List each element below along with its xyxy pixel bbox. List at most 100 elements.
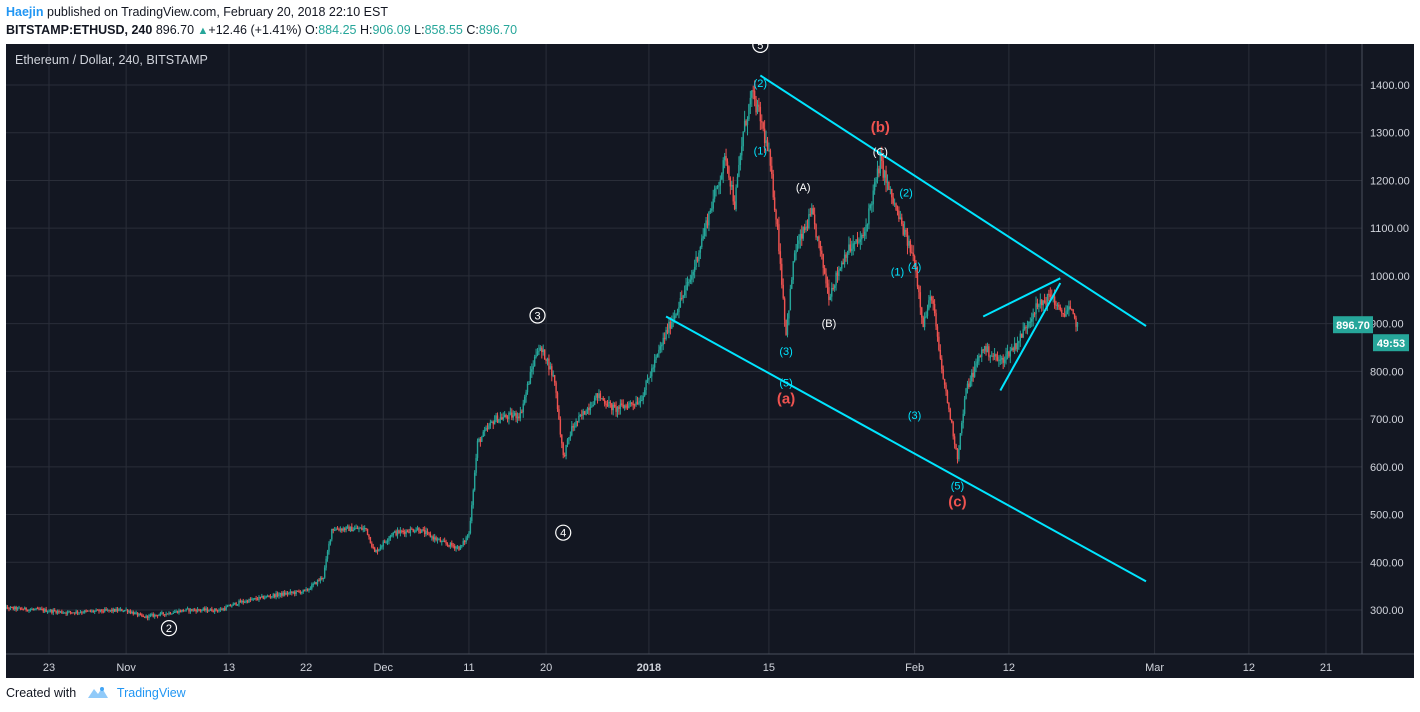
candle-body	[572, 426, 574, 428]
candle-body	[659, 346, 662, 350]
candle-body	[432, 536, 434, 540]
published-text: published on TradingView.com, February 2…	[47, 5, 388, 19]
candle-body	[962, 413, 964, 423]
candle-body	[128, 611, 130, 613]
close-value: 896.70	[478, 23, 518, 37]
candle-body	[348, 526, 350, 531]
candle-body	[825, 273, 827, 284]
candle-body	[322, 577, 324, 579]
candle-body	[1008, 351, 1010, 357]
candle-body	[858, 241, 860, 243]
y-tick-label: 1100.00	[1370, 223, 1409, 235]
candle-body	[351, 526, 353, 532]
candle-body	[289, 591, 292, 593]
candle-body	[576, 421, 579, 423]
trendline-upper-channel[interactable]	[759, 74, 1147, 327]
candle-body	[892, 197, 894, 204]
candle-body	[89, 610, 92, 612]
candle-body	[262, 595, 264, 599]
candle-body	[705, 220, 707, 228]
candle-body	[145, 615, 147, 618]
candle-body	[169, 612, 172, 615]
candle-body	[366, 528, 369, 535]
candle-body	[398, 530, 400, 534]
candle-body	[1026, 326, 1029, 328]
candle-body	[175, 610, 177, 612]
candle-body	[114, 608, 116, 612]
candle-body	[209, 608, 212, 611]
candle-body	[132, 611, 134, 615]
candle-body	[403, 531, 406, 534]
candle-body	[406, 530, 409, 532]
candle-body	[771, 165, 773, 175]
candle-body	[71, 612, 73, 614]
candle-body	[6, 606, 7, 609]
trendline-lower-channel[interactable]	[665, 315, 1147, 583]
author-link[interactable]: Haejin	[6, 5, 44, 19]
candle-body	[493, 420, 496, 425]
candle-body	[776, 219, 779, 225]
price-chart[interactable]: 1400.00 1300.00 1200.00 1100.00 1000.00 900.0…	[6, 44, 1414, 678]
candle-body	[353, 528, 356, 530]
candle-body	[12, 607, 14, 610]
candle-body	[683, 290, 686, 296]
wave-label: 4	[555, 524, 572, 541]
candle-body	[68, 611, 70, 613]
candle-body	[641, 400, 643, 402]
candle-body	[736, 176, 739, 188]
candle-body	[939, 349, 942, 359]
candle-body	[768, 150, 770, 152]
time-axis[interactable]: 23 Nov 13 22 Dec 11 20 2018 15 Feb 12 Mar 12 21	[6, 653, 1414, 674]
candle-body	[565, 444, 567, 457]
candle-body	[141, 614, 143, 616]
candle-body	[232, 603, 234, 606]
candle-body	[505, 414, 507, 418]
candle-body	[826, 283, 829, 288]
candle-body	[156, 615, 159, 617]
tradingview-logo-icon[interactable]	[86, 686, 110, 703]
candle-body	[798, 240, 800, 244]
candle-body	[1068, 306, 1070, 311]
wave-label-text: (5)	[951, 481, 964, 493]
candle-body	[305, 589, 307, 591]
candle-body	[296, 590, 299, 592]
candle-body	[951, 419, 953, 423]
candle-body	[341, 528, 343, 531]
last-price-label: 896.70	[1336, 320, 1370, 332]
candle-body	[763, 128, 766, 144]
candle-body	[81, 612, 83, 614]
price-change: +12.46 (+1.41%)	[208, 23, 302, 37]
candle-body	[253, 598, 256, 600]
candle-body	[746, 119, 749, 125]
candle-body	[883, 170, 886, 178]
candle-body	[1023, 326, 1026, 330]
trendline-wedge-top[interactable]	[982, 277, 1061, 318]
candle-body	[429, 533, 432, 538]
candle-body	[428, 532, 430, 534]
candle-body	[931, 296, 933, 301]
candle-body	[66, 611, 69, 614]
candle-body	[716, 186, 719, 188]
price-axis[interactable]: 1400.00 1300.00 1200.00 1100.00 1000.00 900.0…	[1361, 44, 1410, 654]
candle-body	[501, 417, 503, 420]
x-tick-label: 13	[223, 662, 235, 674]
candle-body	[755, 99, 757, 113]
candle-body	[703, 227, 706, 237]
trendlines[interactable]	[665, 74, 1147, 583]
candle-body	[358, 528, 360, 530]
candle-body	[154, 614, 156, 617]
candle-body	[651, 368, 653, 377]
candle-body	[553, 375, 556, 383]
candle-body	[478, 438, 480, 441]
wave-label: (5)	[779, 377, 792, 389]
chart-area[interactable]: 1400.00 1300.00 1200.00 1100.00 1000.00 900.0…	[6, 44, 1414, 678]
y-tick-label: 700.00	[1370, 414, 1404, 426]
candle-body	[999, 359, 1002, 361]
candle-body	[508, 412, 510, 419]
candle-body	[652, 367, 654, 369]
candle-body	[256, 599, 259, 601]
candle-body	[616, 406, 619, 412]
tradingview-link[interactable]: TradingView	[116, 686, 186, 700]
trendline-wedge-bottom[interactable]	[999, 282, 1062, 391]
candle-body	[62, 612, 64, 614]
